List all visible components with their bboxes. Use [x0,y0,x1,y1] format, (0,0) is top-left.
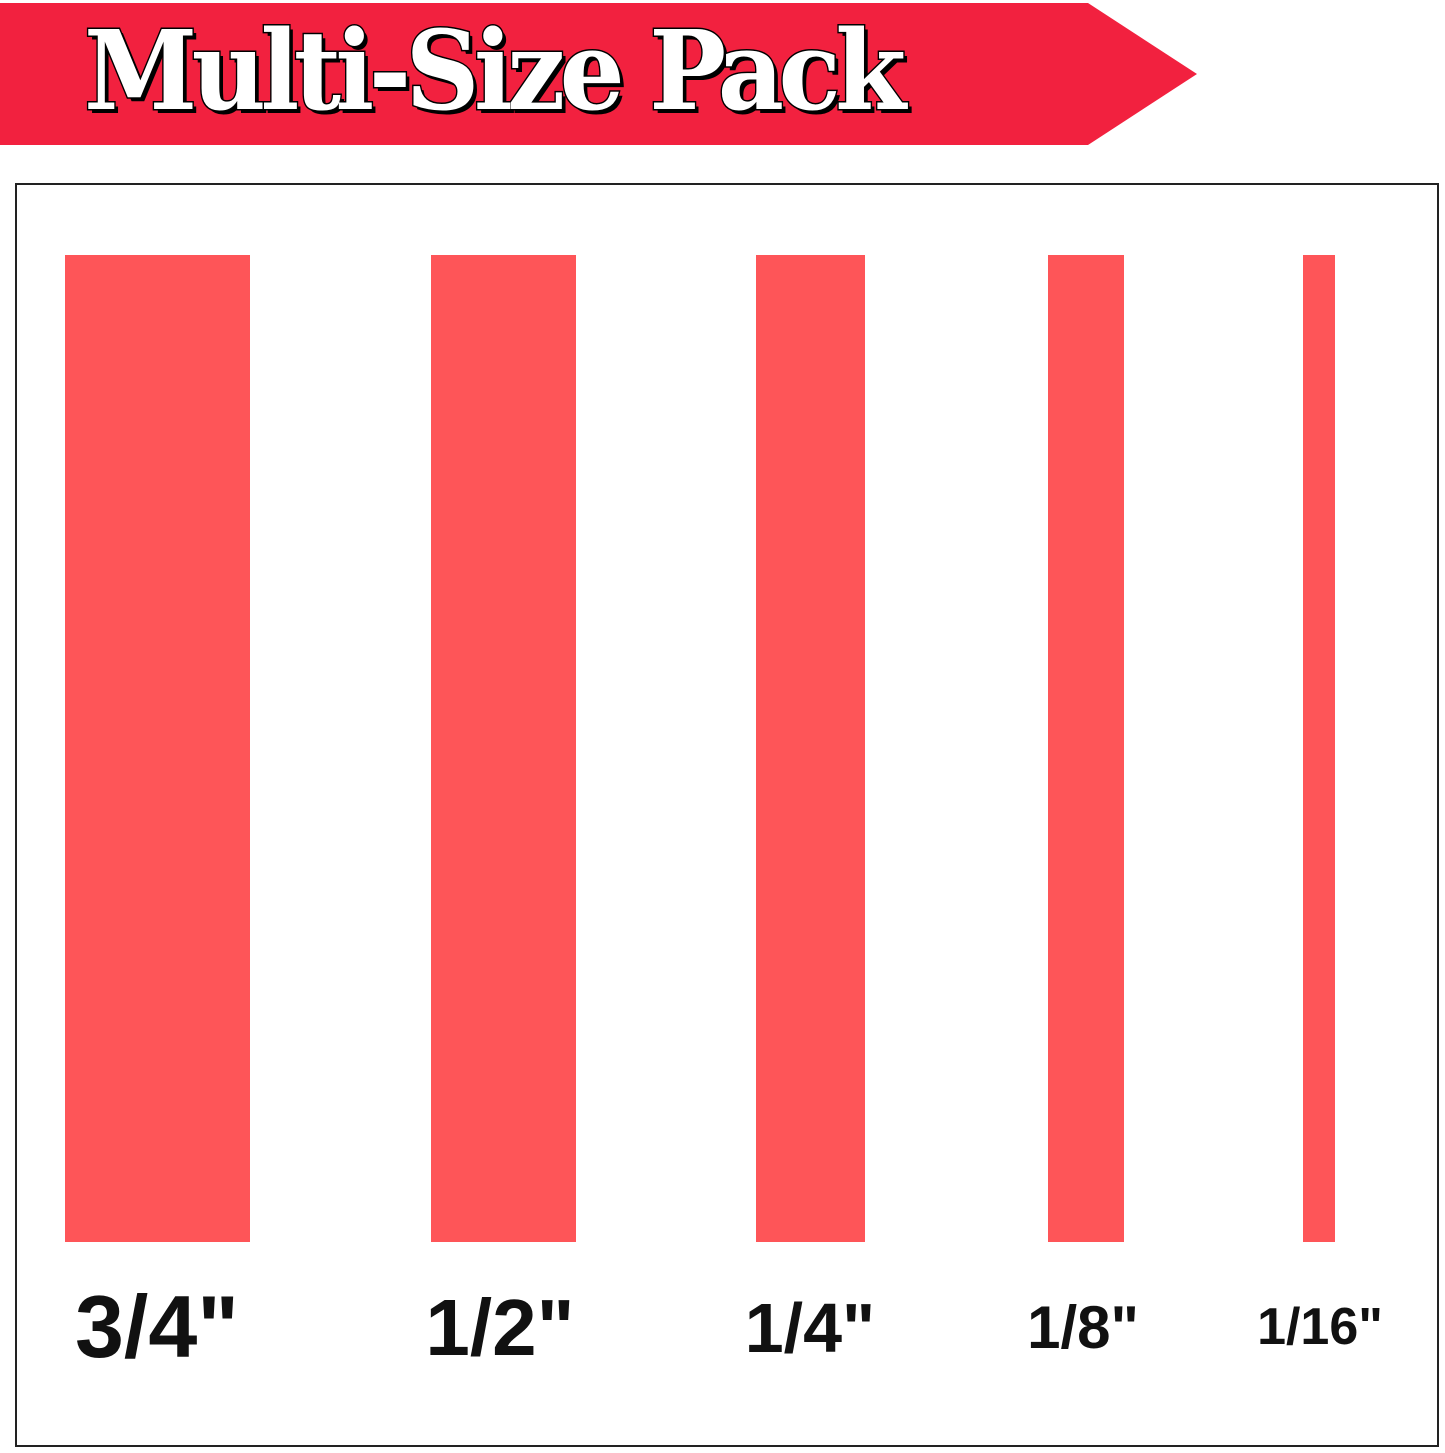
size-label-3-4: 3/4" [74,1277,240,1376]
size-label-1-4: 1/4" [744,1289,876,1367]
strip-1-4 [756,255,865,1242]
size-label-1-8: 1/8" [1027,1294,1139,1361]
strip-1-2 [431,255,576,1242]
banner [0,3,1197,145]
size-label-1-2: 1/2" [425,1283,575,1372]
strip-1-8 [1048,255,1124,1242]
strip-1-16 [1303,255,1335,1242]
strip-3-4 [65,255,250,1242]
size-label-1-16: 1/16" [1257,1298,1383,1356]
banner-title: Multi-Size Pack [83,5,908,137]
sizes-frame [15,183,1439,1447]
banner-arrow-shape [0,3,1197,145]
